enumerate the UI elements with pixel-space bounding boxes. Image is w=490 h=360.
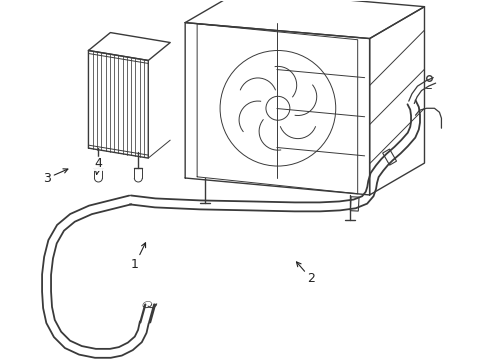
Bar <box>383 149 396 165</box>
Text: 3: 3 <box>43 169 68 185</box>
Text: 2: 2 <box>296 262 315 285</box>
Bar <box>350 197 359 211</box>
Text: 4: 4 <box>95 157 102 174</box>
Text: 1: 1 <box>131 243 146 271</box>
